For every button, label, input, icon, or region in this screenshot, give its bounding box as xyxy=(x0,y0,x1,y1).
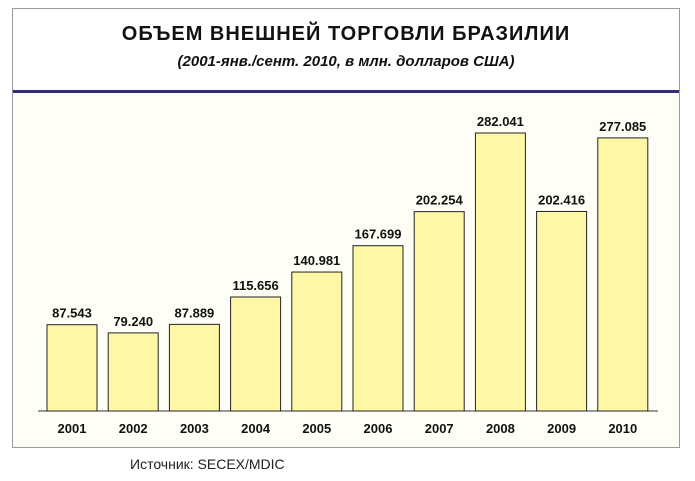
title-band: ОБЪЕМ ВНЕШНЕЙ ТОРГОВЛИ БРАЗИЛИИ (2001-ян… xyxy=(13,9,679,93)
bar-2003 xyxy=(168,323,220,412)
x-tick-2003: 2003 xyxy=(180,421,209,436)
bar-2009 xyxy=(536,210,588,412)
data-label-2001: 87.543 xyxy=(52,306,92,321)
x-tick-2001: 2001 xyxy=(58,421,87,436)
x-tick-2002: 2002 xyxy=(119,421,148,436)
data-label-2006: 167.699 xyxy=(355,227,402,242)
data-label-2009: 202.416 xyxy=(538,192,585,207)
source-note: Источник: SECEX/MDIC xyxy=(130,456,285,472)
data-label-2007: 202.254 xyxy=(416,193,464,208)
x-tick-2006: 2006 xyxy=(364,421,393,436)
data-label-2008: 282.041 xyxy=(477,114,524,129)
bar-2005 xyxy=(291,271,343,412)
x-tick-2009: 2009 xyxy=(547,421,576,436)
chart-subtitle: (2001-янв./сент. 2010, в млн. долларов С… xyxy=(177,53,515,70)
bar-2002 xyxy=(107,332,159,412)
data-label-2003: 87.889 xyxy=(175,305,215,320)
data-label-2002: 79.240 xyxy=(113,314,153,329)
data-label-2005: 140.981 xyxy=(293,253,340,268)
bar-2008 xyxy=(474,132,526,412)
chart-title: ОБЪЕМ ВНЕШНЕЙ ТОРГОВЛИ БРАЗИЛИИ xyxy=(121,23,571,45)
data-label-2010: 277.085 xyxy=(599,119,646,134)
bar-2004 xyxy=(230,296,282,412)
bar-2010 xyxy=(597,137,649,412)
x-tick-2004: 2004 xyxy=(241,421,271,436)
data-label-2004: 115.656 xyxy=(232,278,278,293)
x-tick-2007: 2007 xyxy=(425,421,454,436)
x-tick-2010: 2010 xyxy=(608,421,637,436)
bar-2007 xyxy=(413,211,465,412)
bar-2006 xyxy=(352,245,404,412)
x-tick-2005: 2005 xyxy=(302,421,331,436)
x-tick-2008: 2008 xyxy=(486,421,515,436)
bar-2001 xyxy=(46,324,98,412)
